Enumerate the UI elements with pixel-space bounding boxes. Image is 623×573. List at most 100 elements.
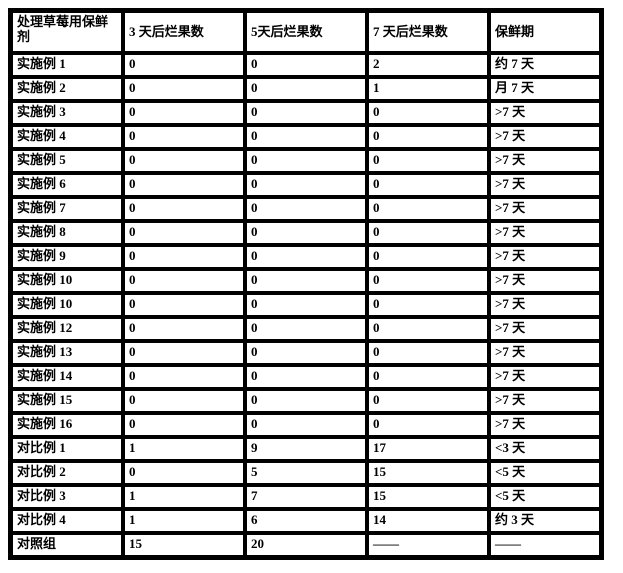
table-cell: 17 [368, 438, 488, 460]
table-row: 对比例 11917<3 天 [12, 438, 600, 460]
col-header-preservative: 处理草莓用保鲜剂 [12, 12, 122, 52]
table-cell: 15 [368, 462, 488, 484]
table-cell: 20 [246, 534, 366, 556]
table-cell: >7 天 [490, 222, 600, 244]
table-cell: 0 [246, 54, 366, 76]
table-cell: 0 [124, 78, 244, 100]
table-cell: 对照组 [12, 534, 122, 556]
table-cell: 15 [124, 534, 244, 556]
table-cell: 0 [246, 366, 366, 388]
table-cell: 0 [368, 270, 488, 292]
table-cell: 0 [368, 102, 488, 124]
table-cell: 实施例 6 [12, 174, 122, 196]
table-cell: 实施例 16 [12, 414, 122, 436]
table-cell: 实施例 9 [12, 246, 122, 268]
table-cell: 实施例 15 [12, 390, 122, 412]
table-cell: 0 [368, 342, 488, 364]
table-cell: >7 天 [490, 414, 600, 436]
table-cell: 实施例 7 [12, 198, 122, 220]
table-cell: 0 [246, 342, 366, 364]
table-cell: <5 天 [490, 486, 600, 508]
table-row: 对照组1520———— [12, 534, 600, 556]
table-cell: 0 [368, 414, 488, 436]
table-cell: 15 [368, 486, 488, 508]
table-cell: >7 天 [490, 318, 600, 340]
table-cell: >7 天 [490, 198, 600, 220]
table-row: 实施例 1002约 7 天 [12, 54, 600, 76]
preservation-results-table: 处理草莓用保鲜剂 3 天后烂果数 5天后烂果数 7 天后烂果数 保鲜期 实施例 … [8, 8, 604, 560]
table-cell: 0 [124, 126, 244, 148]
table-cell: 0 [246, 78, 366, 100]
table-cell: >7 天 [490, 390, 600, 412]
table-cell: 对比例 3 [12, 486, 122, 508]
table-row: 实施例 12000>7 天 [12, 318, 600, 340]
table-cell: 0 [124, 318, 244, 340]
col-header-shelflife: 保鲜期 [490, 12, 600, 52]
table-cell: 0 [246, 270, 366, 292]
table-cell: 0 [246, 222, 366, 244]
table-cell: >7 天 [490, 126, 600, 148]
table-cell: 0 [124, 222, 244, 244]
data-table: 处理草莓用保鲜剂 3 天后烂果数 5天后烂果数 7 天后烂果数 保鲜期 实施例 … [8, 8, 604, 560]
table-header: 处理草莓用保鲜剂 3 天后烂果数 5天后烂果数 7 天后烂果数 保鲜期 [12, 12, 600, 52]
table-cell: 0 [368, 318, 488, 340]
table-cell: 0 [246, 246, 366, 268]
table-cell: 0 [246, 390, 366, 412]
table-cell: 实施例 3 [12, 102, 122, 124]
table-cell: —— [368, 534, 488, 556]
table-cell: 1 [124, 486, 244, 508]
table-cell: 0 [246, 198, 366, 220]
table-cell: 0 [368, 126, 488, 148]
header-row: 处理草莓用保鲜剂 3 天后烂果数 5天后烂果数 7 天后烂果数 保鲜期 [12, 12, 600, 52]
table-cell: 0 [368, 366, 488, 388]
table-row: 实施例 9000>7 天 [12, 246, 600, 268]
table-row: 对比例 31715<5 天 [12, 486, 600, 508]
table-cell: 实施例 2 [12, 78, 122, 100]
table-cell: 0 [368, 246, 488, 268]
table-cell: 5 [246, 462, 366, 484]
table-cell: 1 [124, 438, 244, 460]
table-row: 实施例 7000>7 天 [12, 198, 600, 220]
table-row: 实施例 14000>7 天 [12, 366, 600, 388]
table-cell: 实施例 8 [12, 222, 122, 244]
table-cell: 1 [124, 510, 244, 532]
table-cell: 6 [246, 510, 366, 532]
table-cell: 0 [246, 294, 366, 316]
table-cell: 0 [124, 198, 244, 220]
table-row: 实施例 13000>7 天 [12, 342, 600, 364]
table-cell: 0 [246, 102, 366, 124]
table-row: 实施例 10000>7 天 [12, 270, 600, 292]
table-cell: 实施例 10 [12, 294, 122, 316]
table-cell: 对比例 2 [12, 462, 122, 484]
col-header-day5: 5天后烂果数 [246, 12, 366, 52]
table-cell: 0 [124, 174, 244, 196]
table-cell: 14 [368, 510, 488, 532]
table-cell: 实施例 1 [12, 54, 122, 76]
table-cell: 0 [124, 462, 244, 484]
table-cell: 0 [124, 342, 244, 364]
table-row: 实施例 6000>7 天 [12, 174, 600, 196]
table-cell: 0 [246, 174, 366, 196]
table-cell: 0 [246, 414, 366, 436]
col-header-day7: 7 天后烂果数 [368, 12, 488, 52]
table-cell: 0 [368, 198, 488, 220]
table-cell: 0 [246, 150, 366, 172]
table-row: 实施例 5000>7 天 [12, 150, 600, 172]
table-cell: >7 天 [490, 342, 600, 364]
table-cell: >7 天 [490, 246, 600, 268]
table-row: 对比例 20515<5 天 [12, 462, 600, 484]
table-cell: 0 [368, 174, 488, 196]
table-cell: >7 天 [490, 150, 600, 172]
table-cell: 0 [368, 150, 488, 172]
table-cell: 实施例 12 [12, 318, 122, 340]
table-cell: 对比例 4 [12, 510, 122, 532]
table-cell: 约 3 天 [490, 510, 600, 532]
table-row: 实施例 4000>7 天 [12, 126, 600, 148]
table-cell: >7 天 [490, 366, 600, 388]
table-cell: 月 7 天 [490, 78, 600, 100]
table-cell: 0 [246, 126, 366, 148]
table-cell: 9 [246, 438, 366, 460]
table-cell: 0 [124, 294, 244, 316]
table-row: 实施例 2001月 7 天 [12, 78, 600, 100]
table-cell: 0 [124, 246, 244, 268]
